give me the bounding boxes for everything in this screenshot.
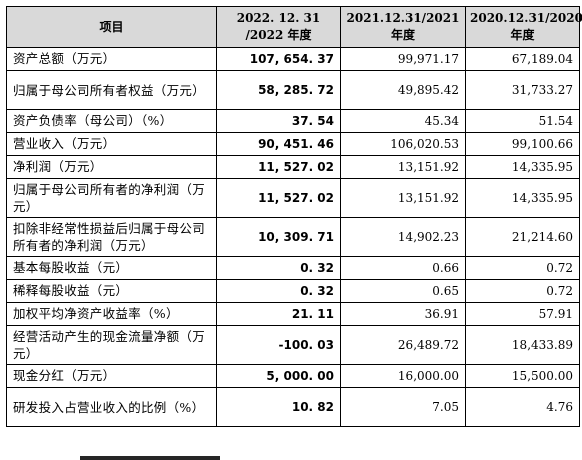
value-2021: 14,902.23 bbox=[340, 217, 466, 257]
value-2020: 67,189.04 bbox=[465, 47, 580, 71]
value-2021: 49,895.42 bbox=[340, 70, 466, 110]
value-2020: 57.91 bbox=[465, 302, 580, 326]
table-row: 营业收入（万元） 90, 451. 46 106,020.53 99,100.66 bbox=[6, 132, 580, 156]
table-row: 归属于母公司所有者的净利润（万元） 11, 527. 02 13,151.92 14,… bbox=[6, 178, 580, 218]
financial-data-table: 项目 2022. 12. 31 /2022 年度 2021.12.31/2021… bbox=[6, 6, 582, 427]
value-2021: 16,000.00 bbox=[340, 364, 466, 388]
value-2020: 0.72 bbox=[465, 279, 580, 303]
value-2022: 0. 32 bbox=[216, 279, 341, 303]
row-label: 营业收入（万元） bbox=[6, 132, 217, 156]
value-2022: 11, 527. 02 bbox=[216, 178, 341, 218]
table-row: 归属于母公司所有者权益（万元） 58, 285. 72 49,895.42 31,73… bbox=[6, 70, 580, 110]
value-2020: 31,733.27 bbox=[465, 70, 580, 110]
value-2020: 14,335.95 bbox=[465, 178, 580, 218]
row-label: 归属于母公司所有者的净利润（万元） bbox=[6, 178, 217, 218]
value-2022: 58, 285. 72 bbox=[216, 70, 341, 110]
value-2022: 37. 54 bbox=[216, 109, 341, 133]
header-2021: 2021.12.31/2021 年度 bbox=[340, 6, 466, 48]
value-2020: 4.76 bbox=[465, 387, 580, 427]
table-row: 净利润（万元） 11, 527. 02 13,151.92 14,335.95 bbox=[6, 155, 580, 179]
value-2021: 106,020.53 bbox=[340, 132, 466, 156]
value-2022: 10, 309. 71 bbox=[216, 217, 341, 257]
value-2022: 90, 451. 46 bbox=[216, 132, 341, 156]
value-2021: 26,489.72 bbox=[340, 325, 466, 365]
table-row: 资产总额（万元） 107, 654. 37 99,971.17 67,189.04 bbox=[6, 47, 580, 71]
header-2022: 2022. 12. 31 /2022 年度 bbox=[216, 6, 341, 48]
value-2021: 0.66 bbox=[340, 256, 466, 280]
value-2020: 99,100.66 bbox=[465, 132, 580, 156]
value-2022: 21. 11 bbox=[216, 302, 341, 326]
table-row: 资产负债率（母公司）（%） 37. 54 45.34 51.54 bbox=[6, 109, 580, 133]
header-2020: 2020.12.31/2020 年度 bbox=[465, 6, 582, 48]
value-2022: 5, 000. 00 bbox=[216, 364, 341, 388]
value-2020: 51.54 bbox=[465, 109, 580, 133]
row-label: 经营活动产生的现金流量净额（万元） bbox=[6, 325, 217, 365]
cropped-footer-text bbox=[80, 456, 220, 460]
row-label: 基本每股收益（元） bbox=[6, 256, 217, 280]
value-2021: 36.91 bbox=[340, 302, 466, 326]
row-label: 资产负债率（母公司）（%） bbox=[6, 109, 217, 133]
table-row: 基本每股收益（元） 0. 32 0.66 0.72 bbox=[6, 256, 580, 280]
value-2020: 0.72 bbox=[465, 256, 580, 280]
value-2021: 45.34 bbox=[340, 109, 466, 133]
value-2021: 0.65 bbox=[340, 279, 466, 303]
value-2020: 14,335.95 bbox=[465, 155, 580, 179]
row-label: 资产总额（万元） bbox=[6, 47, 217, 71]
value-2021: 99,971.17 bbox=[340, 47, 466, 71]
value-2022: 107, 654. 37 bbox=[216, 47, 341, 71]
value-2021: 13,151.92 bbox=[340, 178, 466, 218]
row-label: 净利润（万元） bbox=[6, 155, 217, 179]
table-header-row: 项目 2022. 12. 31 /2022 年度 2021.12.31/2021… bbox=[6, 6, 582, 48]
row-label: 归属于母公司所有者权益（万元） bbox=[6, 70, 217, 110]
table-row: 研发投入占营业收入的比例（%） 10. 82 7.05 4.76 bbox=[6, 387, 580, 427]
table-row: 经营活动产生的现金流量净额（万元） -100. 03 26,489.72 18,433… bbox=[6, 325, 580, 365]
value-2020: 21,214.60 bbox=[465, 217, 580, 257]
row-label: 现金分红（万元） bbox=[6, 364, 217, 388]
table-row: 现金分红（万元） 5, 000. 00 16,000.00 15,500.00 bbox=[6, 364, 580, 388]
value-2020: 18,433.89 bbox=[465, 325, 580, 365]
value-2022: 0. 32 bbox=[216, 256, 341, 280]
row-label: 稀释每股收益（元） bbox=[6, 279, 217, 303]
header-item: 项目 bbox=[6, 6, 217, 48]
value-2021: 13,151.92 bbox=[340, 155, 466, 179]
value-2022: 11, 527. 02 bbox=[216, 155, 341, 179]
value-2022: -100. 03 bbox=[216, 325, 341, 365]
row-label: 研发投入占营业收入的比例（%） bbox=[6, 387, 217, 427]
value-2022: 10. 82 bbox=[216, 387, 341, 427]
table-row: 扣除非经常性损益后归属于母公司所有者的净利润（万元） 10, 309. 71 14,… bbox=[6, 217, 580, 257]
value-2020: 15,500.00 bbox=[465, 364, 580, 388]
row-label: 加权平均净资产收益率（%） bbox=[6, 302, 217, 326]
table-row: 稀释每股收益（元） 0. 32 0.65 0.72 bbox=[6, 279, 580, 303]
table-row: 加权平均净资产收益率（%） 21. 11 36.91 57.91 bbox=[6, 302, 580, 326]
value-2021: 7.05 bbox=[340, 387, 466, 427]
row-label: 扣除非经常性损益后归属于母公司所有者的净利润（万元） bbox=[6, 217, 217, 257]
